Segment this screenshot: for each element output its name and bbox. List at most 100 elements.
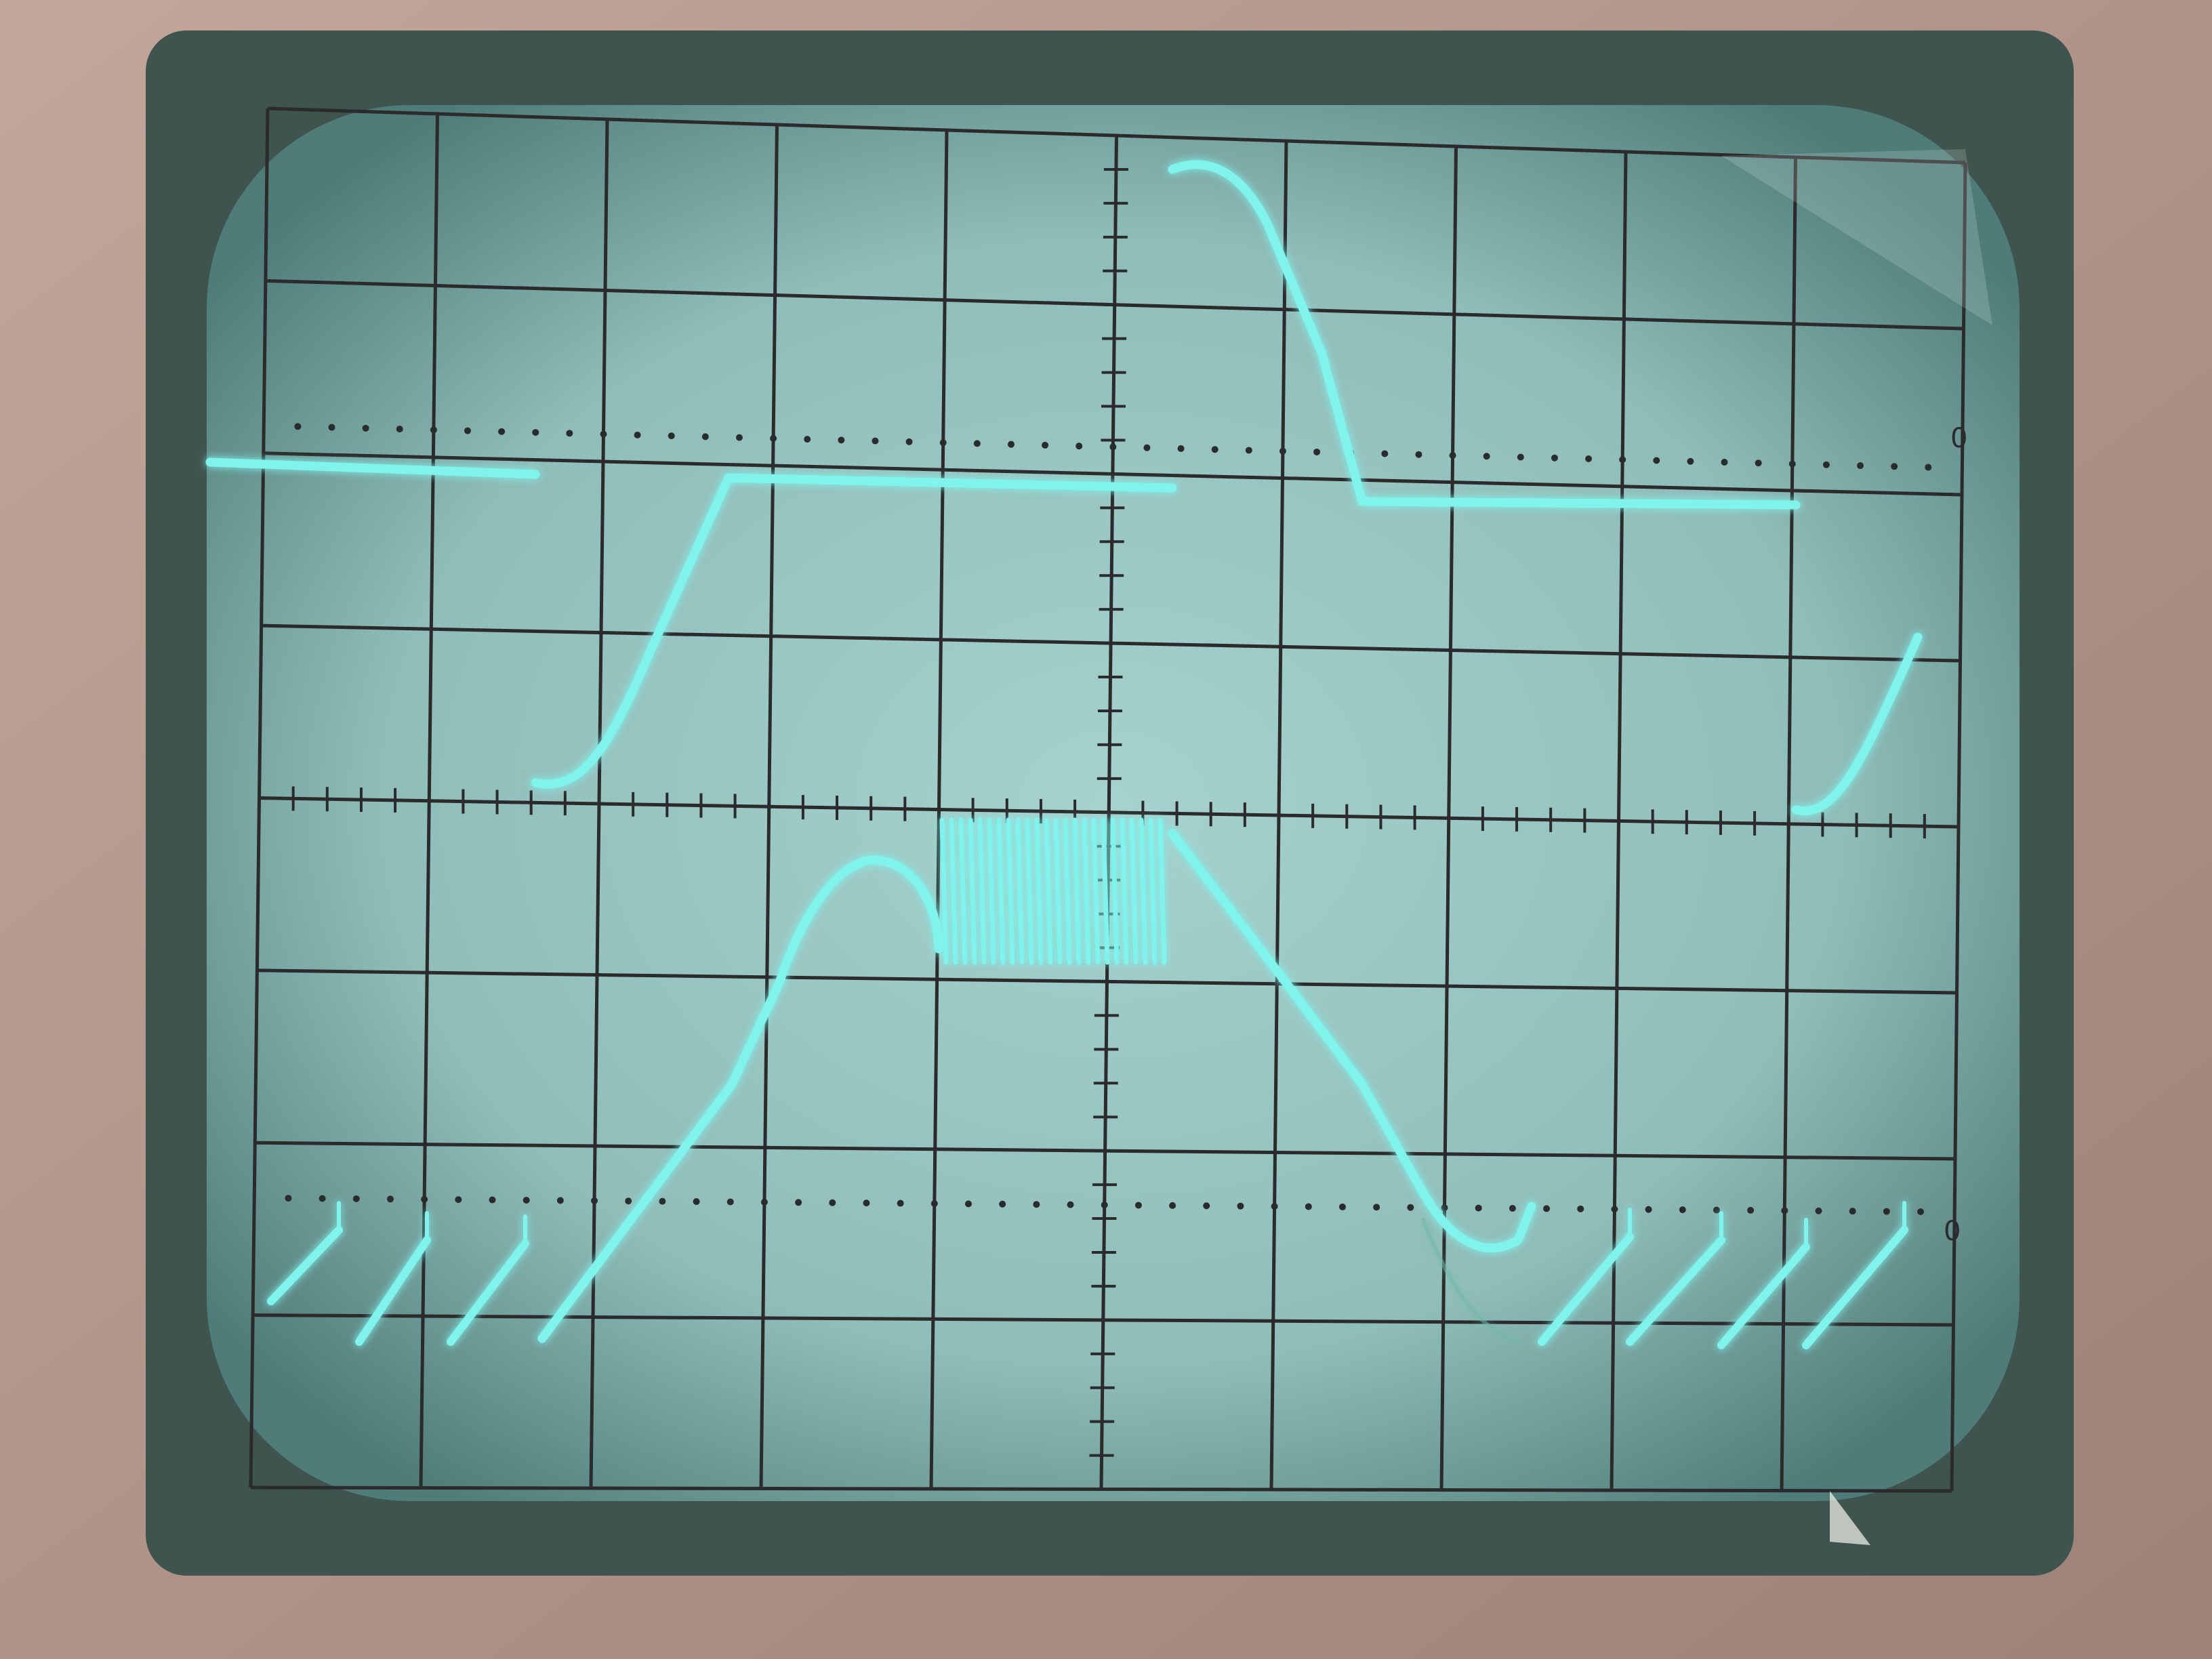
burst-line: [939, 817, 949, 965]
reference-dot: [1313, 448, 1321, 455]
reference-dot: [726, 1198, 734, 1206]
burst-line: [1082, 817, 1091, 965]
reference-dot: [1857, 462, 1864, 470]
reference-dot: [804, 436, 811, 443]
reference-dot: [1645, 1206, 1652, 1213]
reference-dot: [1815, 1207, 1822, 1214]
reference-dot: [838, 436, 845, 444]
ref-marker-upper: 0: [1950, 423, 1967, 454]
reference-dot: [1245, 447, 1252, 454]
reference-dot: [1177, 445, 1185, 452]
burst-line: [949, 817, 958, 965]
reference-dot: [523, 1196, 530, 1204]
burst-line: [968, 817, 977, 965]
reference-dot: [897, 1200, 904, 1207]
reference-dot: [795, 1199, 802, 1206]
reference-dot: [1653, 457, 1660, 464]
reference-dot: [1441, 1204, 1448, 1212]
burst-line: [996, 817, 1006, 965]
ghost-trace: [1421, 1218, 1520, 1344]
ref-marker-lower: 0: [1944, 1216, 1961, 1247]
glare-lower-right: [1830, 1491, 1870, 1545]
reference-dot: [1143, 444, 1151, 451]
reference-dot: [328, 424, 335, 431]
reference-dot: [1449, 451, 1456, 459]
burst-line: [1129, 817, 1139, 965]
reference-dot: [770, 434, 777, 442]
burst-line: [1091, 817, 1101, 965]
sawtooth-ramp: [447, 1240, 529, 1346]
reference-dot: [1585, 455, 1593, 462]
burst-line: [1034, 817, 1044, 965]
reference-dot: [1747, 1206, 1755, 1214]
burst-line: [1158, 817, 1167, 965]
burst-line: [1063, 817, 1072, 965]
reference-dot: [1517, 453, 1524, 461]
reference-dot: [1381, 450, 1389, 457]
reference-dot: [556, 1197, 564, 1204]
crt-screen: [207, 105, 2020, 1501]
reference-dot: [999, 1200, 1006, 1208]
reference-dot: [1713, 1206, 1720, 1214]
reference-dot: [498, 428, 506, 435]
reference-dot: [1101, 1202, 1108, 1209]
reference-dot: [362, 424, 369, 432]
reference-dot: [1279, 447, 1286, 455]
reference-dot: [659, 1197, 666, 1205]
reference-dot: [965, 1200, 972, 1208]
reference-dot: [829, 1199, 836, 1206]
reference-dot: [760, 1198, 768, 1206]
reference-dot: [455, 1196, 462, 1204]
reference-dot: [386, 1195, 394, 1203]
reference-dot: [285, 1195, 292, 1202]
burst-line: [1148, 817, 1158, 965]
dotted-reference-lines: [285, 423, 1932, 1215]
lower-trace: [537, 829, 1536, 1343]
sawtooth-ramp: [1626, 1236, 1725, 1346]
sawtooth-ramp: [1802, 1226, 1908, 1349]
graticule: [249, 106, 1967, 1493]
reference-dot: [1475, 1204, 1482, 1212]
reference-dot: [1338, 1203, 1346, 1210]
reference-dot: [1788, 460, 1796, 468]
reference-dot: [939, 439, 947, 447]
reference-dot: [396, 426, 403, 433]
reference-dot: [1543, 1205, 1551, 1212]
reference-dot: [1721, 459, 1728, 466]
upper-trace: [205, 160, 1923, 815]
reference-dot: [319, 1195, 326, 1202]
reference-dot: [1483, 453, 1490, 460]
burst-line: [1110, 817, 1120, 965]
reference-dot: [1509, 1205, 1516, 1212]
reference-dot: [1781, 1207, 1788, 1214]
reference-dot: [1925, 464, 1932, 471]
reference-dot: [1891, 463, 1898, 470]
reference-dot: [1134, 1202, 1142, 1209]
reference-dot: [1755, 459, 1762, 467]
trace-layer: [205, 160, 1923, 1349]
reference-dot: [591, 1197, 598, 1204]
burst-line: [1025, 817, 1034, 965]
reference-dot: [872, 437, 879, 445]
reference-dot: [1611, 1206, 1618, 1213]
sawtooth-bursts: [267, 1201, 1908, 1349]
reference-dot: [1551, 454, 1558, 462]
reference-dot: [701, 433, 709, 441]
trace-burst: [939, 817, 1167, 965]
burst-line: [1120, 817, 1129, 965]
sawtooth-ramp: [1538, 1233, 1634, 1346]
reference-dot: [1577, 1205, 1584, 1212]
reference-dot: [973, 440, 981, 447]
reference-dot: [1007, 441, 1015, 448]
reference-dot: [693, 1198, 700, 1206]
glare-upper-right: [1721, 149, 1992, 325]
sawtooth-ramp: [355, 1236, 431, 1346]
burst-line: [1015, 817, 1025, 965]
burst-line: [1044, 817, 1053, 965]
burst-line: [1101, 817, 1110, 965]
burst-line: [958, 817, 968, 965]
reference-dot: [634, 431, 641, 438]
reference-dot: [566, 430, 573, 437]
sawtooth-ramp: [1717, 1243, 1810, 1349]
